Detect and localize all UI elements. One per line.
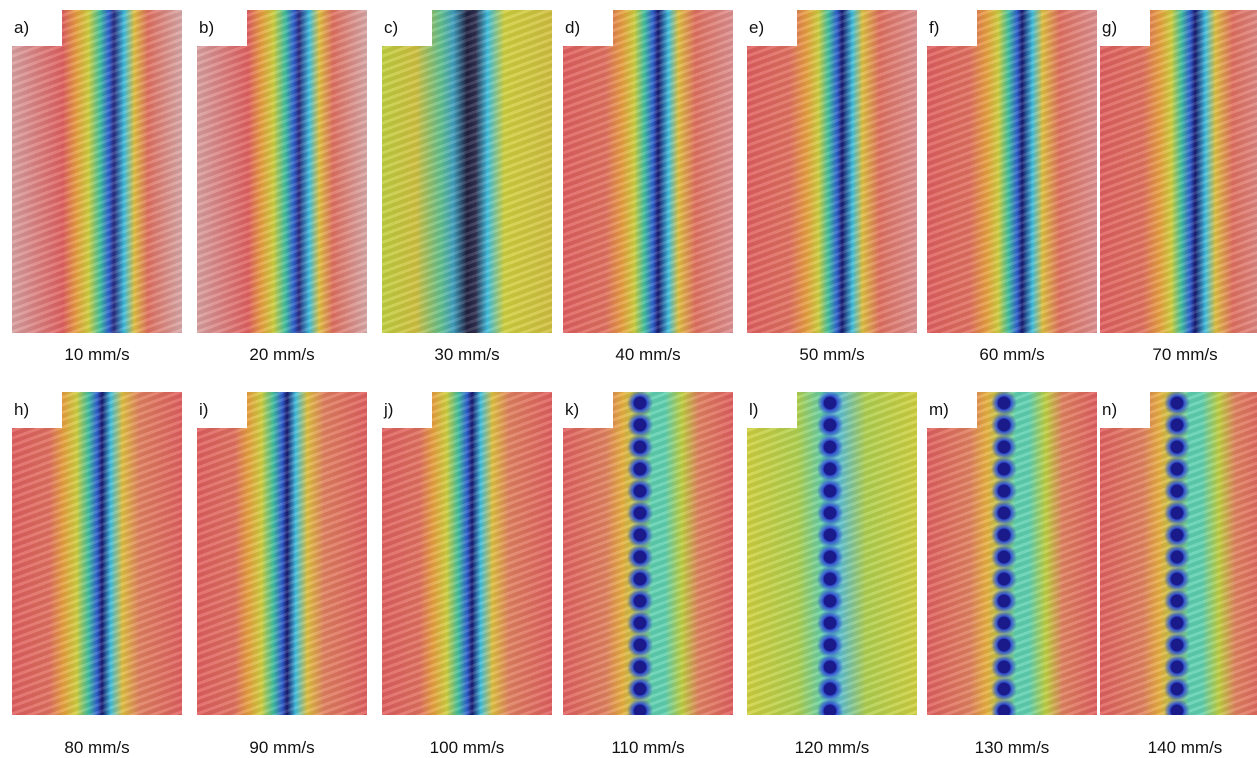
- surface-texture: [12, 10, 182, 333]
- weld-dots: [815, 392, 845, 715]
- panel-caption: 130 mm/s: [927, 738, 1097, 758]
- panel-caption: 110 mm/s: [563, 738, 733, 758]
- panel-caption: 90 mm/s: [197, 738, 367, 758]
- image-panel: g): [1100, 10, 1257, 333]
- panel-caption: 60 mm/s: [927, 345, 1097, 365]
- panel-label: h): [12, 392, 62, 428]
- panel-label: l): [747, 392, 797, 428]
- panel-caption: 80 mm/s: [12, 738, 182, 758]
- surface-texture: [927, 10, 1097, 333]
- panel-caption: 30 mm/s: [382, 345, 552, 365]
- panel-label: m): [927, 392, 977, 428]
- image-panel: f): [927, 10, 1097, 333]
- panel-label: c): [382, 10, 432, 46]
- surface-texture: [382, 392, 552, 715]
- image-panel: k): [563, 392, 733, 715]
- image-panel: n): [1100, 392, 1257, 715]
- panel-caption: 50 mm/s: [747, 345, 917, 365]
- panel-caption: 20 mm/s: [197, 345, 367, 365]
- image-panel: c): [382, 10, 552, 333]
- surface-texture: [1100, 10, 1257, 333]
- panel-label: g): [1100, 10, 1150, 46]
- panel-caption: 100 mm/s: [382, 738, 552, 758]
- panel-label: b): [197, 10, 247, 46]
- image-panel: l): [747, 392, 917, 715]
- surface-texture: [12, 392, 182, 715]
- surface-texture: [197, 10, 367, 333]
- surface-texture: [563, 10, 733, 333]
- surface-texture: [382, 10, 552, 333]
- panel-caption: 70 mm/s: [1100, 345, 1257, 365]
- figure: a) 10 mm/s b) 20 mm/s c) 30 mm/s d) 40 mm/s e) 50…: [0, 0, 1257, 758]
- image-panel: m): [927, 392, 1097, 715]
- panel-label: a): [12, 10, 62, 46]
- panel-caption: 40 mm/s: [563, 345, 733, 365]
- panel-caption: 140 mm/s: [1100, 738, 1257, 758]
- weld-dots: [625, 392, 655, 715]
- panel-label: n): [1100, 392, 1150, 428]
- image-panel: b): [197, 10, 367, 333]
- weld-dots: [989, 392, 1019, 715]
- surface-texture: [747, 10, 917, 333]
- panel-label: j): [382, 392, 432, 428]
- weld-dots: [1162, 392, 1192, 715]
- image-panel: d): [563, 10, 733, 333]
- image-panel: e): [747, 10, 917, 333]
- surface-texture: [197, 392, 367, 715]
- image-panel: h): [12, 392, 182, 715]
- panel-label: k): [563, 392, 613, 428]
- image-panel: i): [197, 392, 367, 715]
- image-panel: j): [382, 392, 552, 715]
- panel-label: i): [197, 392, 247, 428]
- image-panel: a): [12, 10, 182, 333]
- panel-label: e): [747, 10, 797, 46]
- panel-label: f): [927, 10, 977, 46]
- panel-label: d): [563, 10, 613, 46]
- panel-caption: 120 mm/s: [747, 738, 917, 758]
- panel-caption: 10 mm/s: [12, 345, 182, 365]
